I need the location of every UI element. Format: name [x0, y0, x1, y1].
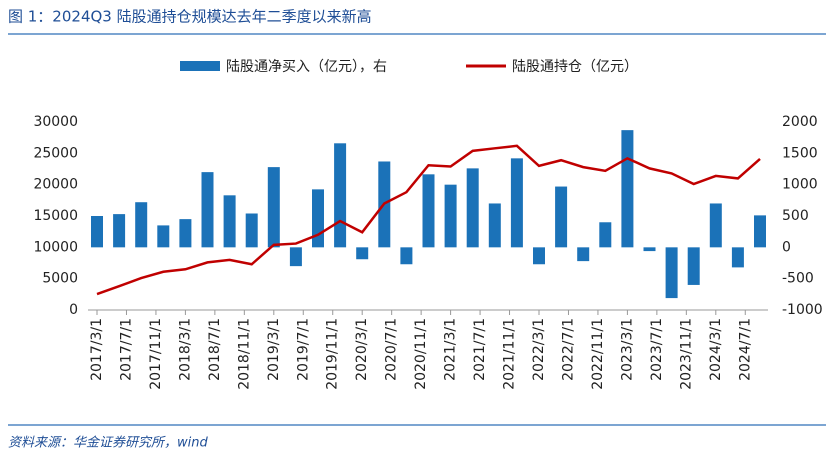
bar	[422, 174, 435, 248]
legend-label: 陆股通持仓（亿元）	[512, 59, 638, 75]
bar	[400, 247, 413, 265]
bar	[289, 247, 302, 267]
bar	[510, 158, 523, 248]
x-tick-label: 2023/11/1	[678, 318, 694, 390]
y2-tick-label: 0	[782, 239, 791, 255]
bar	[577, 247, 590, 262]
x-tick-label: 2022/7/1	[560, 318, 576, 381]
x-tick-label: 2022/11/1	[590, 318, 606, 390]
bar	[488, 203, 501, 248]
bar	[533, 247, 545, 265]
bar	[267, 167, 280, 248]
bar	[356, 247, 369, 260]
bar	[466, 168, 479, 248]
x-tick-label: 2020/3/1	[354, 318, 370, 381]
y-tick-label: 25000	[33, 145, 78, 161]
y-tick-label: 20000	[33, 177, 78, 193]
x-tick-label: 2023/3/1	[619, 318, 635, 381]
bar	[135, 202, 148, 248]
chart-title: 图 1：2024Q3 陆股通持仓规模达去年二季度以来新高	[8, 8, 372, 26]
legend-swatch	[180, 61, 220, 71]
bar	[245, 213, 258, 248]
bar	[179, 219, 192, 248]
x-tick-label: 2018/7/1	[207, 318, 223, 381]
bar	[709, 203, 722, 248]
y2-tick-label: 1500	[782, 145, 818, 161]
source-note: 资料来源：华金证券研究所，wind	[8, 435, 208, 451]
bar	[599, 222, 612, 248]
x-tick-label: 2017/7/1	[118, 318, 134, 381]
y-tick-label: 5000	[42, 271, 78, 287]
y-tick-label: 10000	[33, 239, 78, 255]
bar	[157, 225, 170, 248]
x-tick-label: 2019/11/1	[325, 318, 341, 390]
bar	[754, 215, 766, 248]
y-tick-label: 30000	[33, 114, 78, 130]
x-tick-label: 2018/3/1	[177, 318, 193, 381]
line	[96, 144, 761, 296]
bar	[113, 214, 126, 248]
y-tick-label: 0	[69, 302, 78, 318]
y2-tick-label: -500	[782, 271, 814, 287]
x-tick-label: 2020/7/1	[384, 318, 400, 381]
y2-tick-label: -1000	[782, 302, 823, 318]
x-tick-label: 2021/11/1	[502, 318, 518, 390]
bar	[621, 130, 634, 248]
x-tick-label: 2018/11/1	[236, 318, 252, 390]
x-tick-label: 2022/3/1	[531, 318, 547, 381]
bar	[334, 143, 347, 248]
x-tick-label: 2019/3/1	[266, 318, 282, 381]
x-tick-label: 2021/3/1	[443, 318, 459, 381]
bar	[223, 195, 236, 248]
bar	[91, 216, 103, 248]
y-tick-label: 15000	[33, 208, 78, 224]
x-tick-label: 2017/11/1	[148, 318, 164, 390]
bar	[687, 247, 700, 285]
bar	[555, 186, 568, 248]
bar	[665, 247, 678, 299]
y2-tick-label: 1000	[782, 177, 818, 193]
x-tick-label: 2017/3/1	[89, 318, 105, 381]
x-tick-label: 2024/7/1	[737, 318, 753, 381]
bar	[643, 247, 656, 252]
x-tick-label: 2021/7/1	[472, 318, 488, 381]
x-tick-label: 2023/7/1	[649, 318, 665, 381]
bar	[444, 184, 457, 248]
y2-tick-label: 2000	[782, 114, 818, 130]
bar	[312, 189, 324, 248]
legend-label: 陆股通净买入（亿元），右	[226, 59, 387, 75]
y2-tick-label: 500	[782, 208, 809, 224]
x-tick-label: 2020/11/1	[413, 318, 429, 390]
x-tick-label: 2019/7/1	[295, 318, 311, 381]
x-tick-label: 2024/3/1	[708, 318, 724, 381]
bar	[201, 172, 214, 248]
bar	[731, 247, 744, 268]
